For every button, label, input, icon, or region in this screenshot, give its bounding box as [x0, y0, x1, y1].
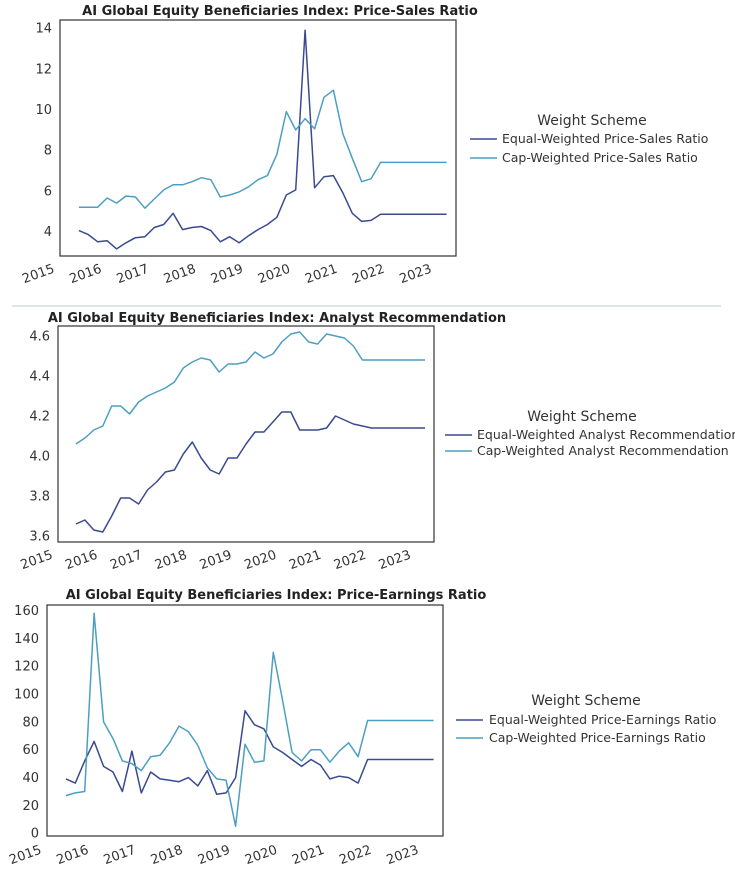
legend: Weight Scheme Equal-Weighted Analyst Rec… — [445, 409, 735, 458]
x-tick-label: 2019 — [196, 843, 232, 868]
y-tick-label: 0 — [31, 827, 39, 842]
y-tick-label: 140 — [14, 632, 39, 647]
series-lines — [75, 331, 425, 533]
plot-frame — [59, 19, 457, 257]
x-axis: 2015 2016 2017 2018 2019 2020 2021 2022 2023 — [20, 262, 433, 287]
y-tick-label: 3.6 — [29, 530, 50, 545]
x-tick-label: 2017 — [102, 843, 138, 868]
x-tick-label: 2022 — [337, 843, 373, 868]
legend-title: Weight Scheme — [527, 409, 637, 425]
legend-title: Weight Scheme — [531, 693, 641, 709]
series-lines — [78, 29, 447, 250]
x-tick-label: 2016 — [68, 262, 104, 287]
x-tick-label: 2020 — [243, 843, 279, 868]
x-axis: 2015 2016 2017 2018 2019 2020 2021 2022 2023 — [19, 548, 413, 573]
legend-label-cap: Cap-Weighted Price-Earnings Ratio — [489, 730, 706, 745]
x-tick-label: 2017 — [108, 548, 144, 573]
x-tick-label: 2020 — [242, 548, 278, 573]
legend-label-cap: Cap-Weighted Price-Sales Ratio — [502, 150, 698, 165]
y-tick-label: 8 — [44, 144, 52, 159]
y-tick-label: 20 — [22, 799, 39, 814]
y-tick-label: 4.6 — [29, 330, 50, 345]
y-tick-label: 4.0 — [29, 450, 50, 465]
chart-title: AI Global Equity Beneficiaries Index: Pr… — [82, 4, 478, 19]
legend: Weight Scheme Equal-Weighted Price-Earni… — [456, 693, 716, 745]
legend-label-cap: Cap-Weighted Analyst Recommendation — [477, 443, 729, 458]
legend: Weight Scheme Equal-Weighted Price-Sales… — [470, 113, 708, 165]
y-axis: 0 20 40 60 80 100 120 140 160 — [14, 604, 39, 842]
y-tick-label: 120 — [14, 660, 39, 675]
x-tick-label: 2022 — [350, 262, 386, 287]
chart-title: AI Global Equity Beneficiaries Index: Pr… — [66, 588, 487, 603]
series-line-cap-weighted — [78, 89, 447, 209]
x-tick-label: 2015 — [7, 843, 43, 868]
legend-label-equal: Equal-Weighted Analyst Recommendation — [477, 427, 735, 442]
y-tick-label: 14 — [35, 22, 52, 37]
x-tick-label: 2016 — [63, 548, 99, 573]
y-tick-label: 40 — [22, 771, 39, 786]
x-tick-label: 2023 — [398, 262, 434, 287]
plot-frame — [57, 325, 435, 543]
series-line-cap-weighted — [65, 612, 434, 828]
price-earnings-chart: AI Global Equity Beneficiaries Index: Pr… — [7, 588, 716, 868]
x-axis: 2015 2016 2017 2018 2019 2020 2021 2022 2023 — [7, 843, 420, 868]
y-tick-label: 3.8 — [29, 490, 50, 505]
price-sales-chart: AI Global Equity Beneficiaries Index: Pr… — [20, 4, 708, 287]
x-tick-label: 2022 — [332, 548, 368, 573]
x-tick-label: 2018 — [149, 843, 185, 868]
y-tick-label: 6 — [44, 184, 52, 199]
y-tick-label: 4.2 — [29, 410, 50, 425]
series-line-cap-weighted — [75, 331, 425, 445]
x-tick-label: 2018 — [153, 548, 189, 573]
legend-label-equal: Equal-Weighted Price-Sales Ratio — [502, 131, 708, 146]
series-line-equal-weighted — [75, 411, 425, 533]
x-tick-label: 2019 — [198, 548, 234, 573]
x-tick-label: 2021 — [303, 262, 339, 287]
x-tick-label: 2021 — [287, 548, 323, 573]
y-tick-label: 100 — [14, 688, 39, 703]
x-tick-label: 2020 — [256, 262, 292, 287]
plot-frame — [46, 604, 444, 837]
y-tick-label: 10 — [35, 103, 52, 118]
y-tick-label: 12 — [35, 62, 52, 77]
y-axis: 4 6 8 10 12 14 — [35, 22, 52, 240]
y-tick-label: 60 — [22, 743, 39, 758]
x-tick-label: 2021 — [290, 843, 326, 868]
x-tick-label: 2023 — [377, 548, 413, 573]
y-tick-label: 4 — [44, 225, 52, 240]
x-tick-label: 2023 — [385, 843, 421, 868]
y-tick-label: 80 — [22, 715, 39, 730]
y-axis: 3.6 3.8 4.0 4.2 4.4 4.6 — [29, 330, 50, 545]
analyst-recommendation-chart: AI Global Equity Beneficiaries Index: An… — [19, 311, 735, 573]
series-lines — [65, 612, 434, 828]
legend-title: Weight Scheme — [537, 113, 647, 129]
x-tick-label: 2019 — [209, 262, 245, 287]
x-tick-label: 2017 — [115, 262, 151, 287]
series-line-equal-weighted — [78, 29, 447, 250]
x-tick-label: 2015 — [20, 262, 56, 287]
x-tick-label: 2015 — [19, 548, 55, 573]
chart-title: AI Global Equity Beneficiaries Index: An… — [48, 311, 506, 326]
series-line-equal-weighted — [65, 710, 434, 796]
y-tick-label: 160 — [14, 604, 39, 619]
legend-label-equal: Equal-Weighted Price-Earnings Ratio — [489, 712, 716, 727]
x-tick-label: 2016 — [55, 843, 91, 868]
x-tick-label: 2018 — [162, 262, 198, 287]
y-tick-label: 4.4 — [29, 370, 50, 385]
